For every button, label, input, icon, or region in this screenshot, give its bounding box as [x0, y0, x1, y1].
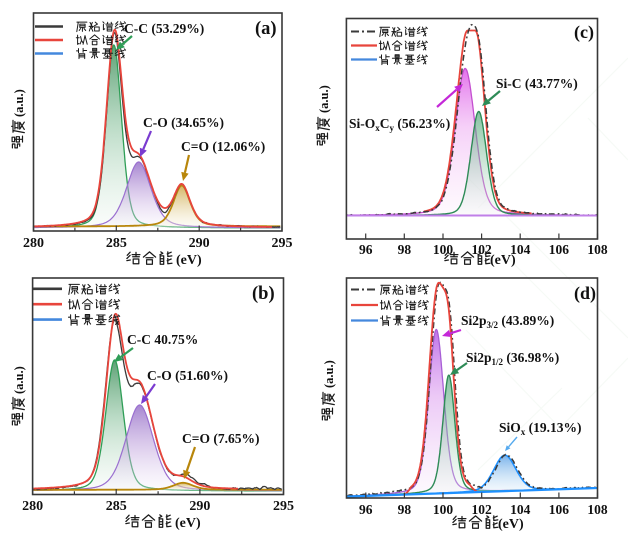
svg-text:290: 290	[189, 236, 210, 251]
svg-text:C=O (7.65%): C=O (7.65%)	[182, 431, 259, 446]
svg-text:Si2p1/2 (36.98%): Si2p1/2 (36.98%)	[466, 350, 559, 367]
svg-text:C-O (34.65%): C-O (34.65%)	[143, 115, 224, 130]
svg-text:104: 104	[510, 502, 531, 517]
svg-text:(a.u.): (a.u.)	[322, 360, 336, 388]
svg-text:(eV): (eV)	[176, 253, 202, 268]
svg-text:(c): (c)	[574, 22, 594, 43]
svg-text:(b): (b)	[252, 284, 275, 304]
svg-text:98: 98	[398, 242, 412, 257]
svg-text:106: 106	[549, 242, 570, 257]
svg-text:C-C 40.75%: C-C 40.75%	[127, 332, 198, 347]
svg-text:Si2p3/2 (43.89%): Si2p3/2 (43.89%)	[461, 313, 554, 330]
svg-text:285: 285	[106, 499, 127, 514]
svg-text:(a.u.): (a.u.)	[12, 366, 26, 394]
svg-text:280: 280	[22, 499, 43, 514]
svg-text:C-O (51.60%): C-O (51.60%)	[147, 368, 228, 383]
svg-text:102: 102	[472, 502, 493, 517]
svg-text:108: 108	[587, 502, 608, 517]
svg-text:290: 290	[189, 499, 210, 514]
svg-text:285: 285	[106, 236, 127, 251]
svg-text:100: 100	[433, 242, 454, 257]
svg-text:(d): (d)	[574, 283, 596, 304]
svg-text:96: 96	[359, 502, 373, 517]
svg-text:Si-C (43.77%): Si-C (43.77%)	[496, 76, 578, 91]
svg-text:98: 98	[398, 502, 412, 517]
svg-text:106: 106	[549, 502, 570, 517]
svg-text:108: 108	[587, 242, 608, 257]
svg-text:C-C (53.29%): C-C (53.29%)	[124, 21, 204, 36]
svg-text:Si-OxCy (56.23%): Si-OxCy (56.23%)	[349, 116, 450, 133]
svg-text:(eV): (eV)	[498, 517, 524, 532]
svg-text:(eV): (eV)	[175, 516, 201, 531]
svg-text:C=O (12.06%): C=O (12.06%)	[181, 139, 265, 154]
svg-text:(a.u.): (a.u.)	[317, 85, 331, 113]
svg-text:102: 102	[471, 242, 492, 257]
svg-text:104: 104	[510, 242, 531, 257]
svg-text:SiOx (19.13%): SiOx (19.13%)	[499, 420, 582, 437]
svg-text:(a.u.): (a.u.)	[12, 89, 26, 117]
svg-text:100: 100	[433, 502, 454, 517]
svg-text:295: 295	[272, 236, 293, 251]
svg-text:(a): (a)	[255, 19, 277, 39]
svg-text:295: 295	[273, 499, 294, 514]
svg-text:280: 280	[23, 236, 44, 251]
svg-text:96: 96	[359, 242, 373, 257]
svg-text:(eV): (eV)	[490, 253, 516, 268]
